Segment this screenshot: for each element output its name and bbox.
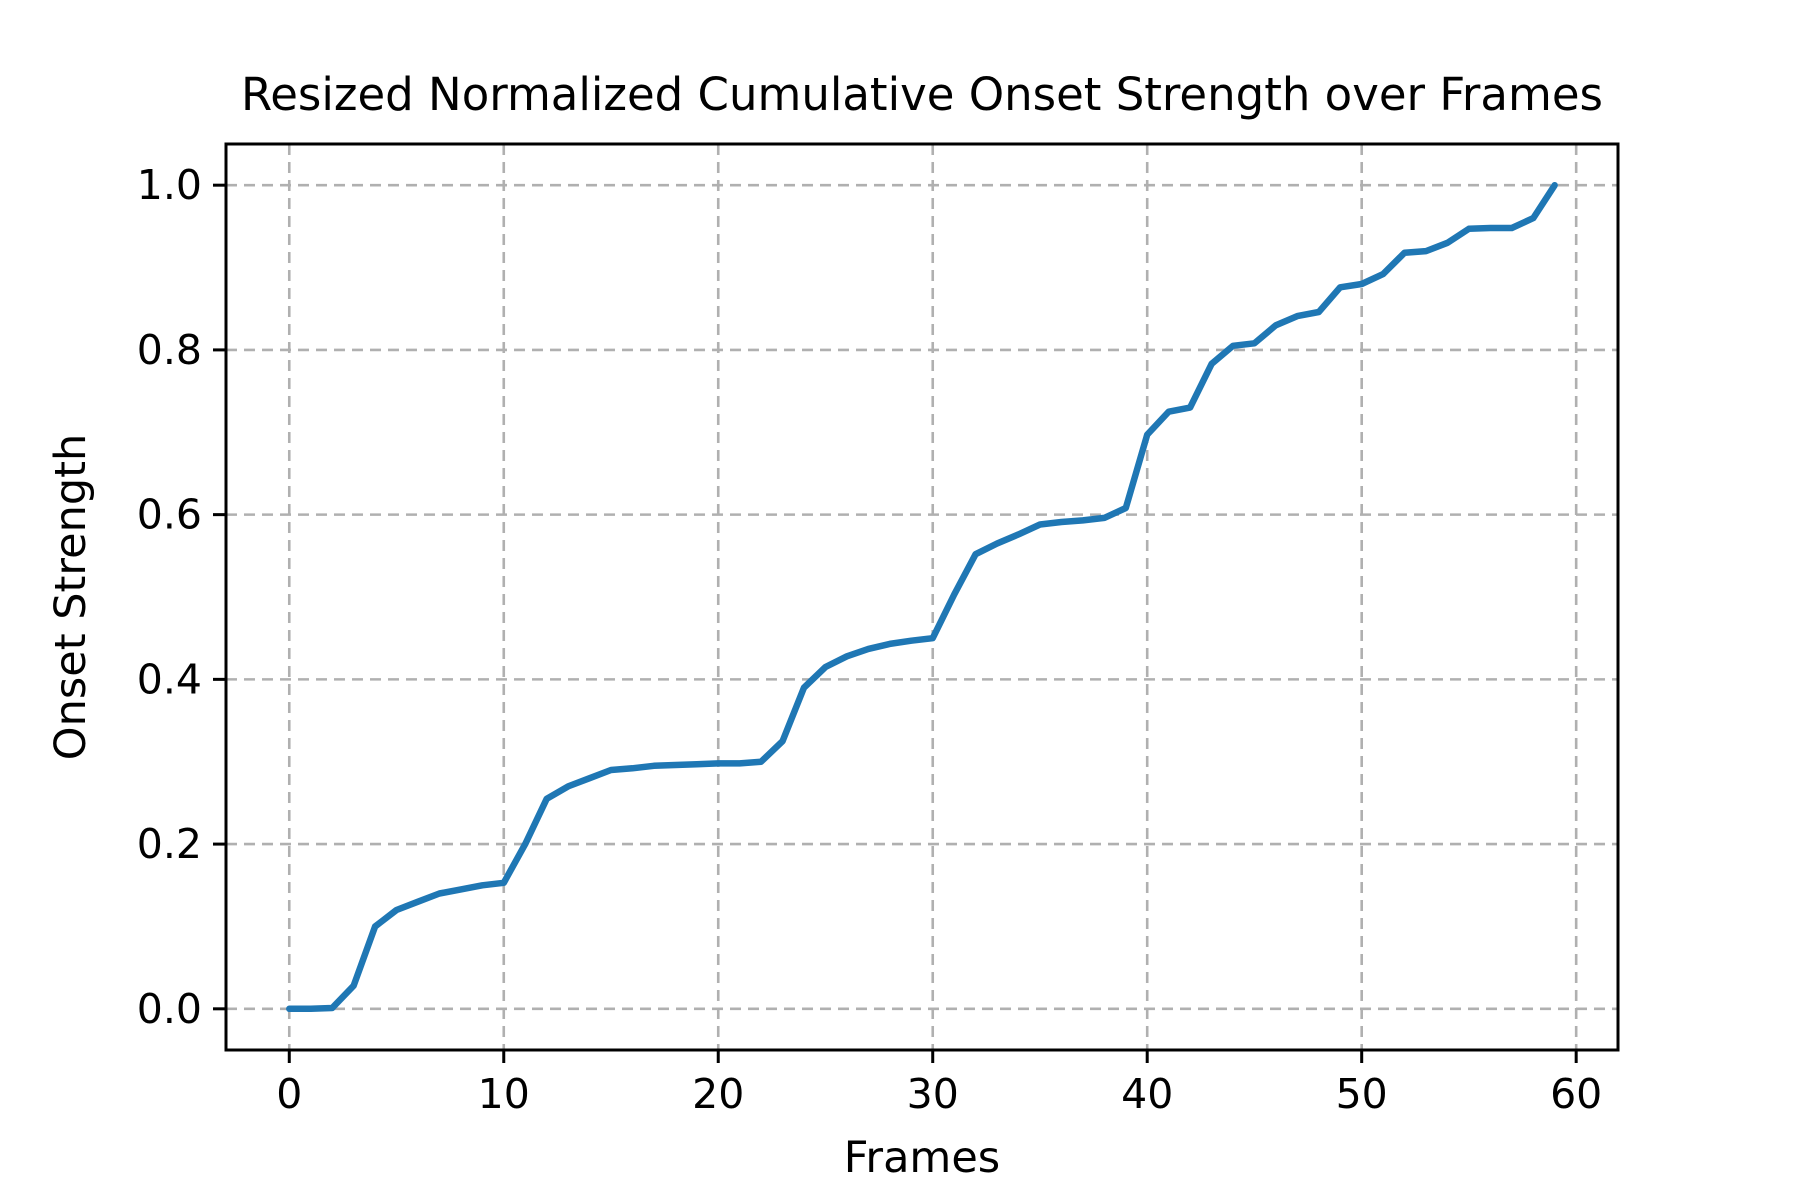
x-tick-label: 30 <box>907 1070 959 1118</box>
x-tick-label: 0 <box>276 1070 302 1118</box>
x-tick-label: 50 <box>1336 1070 1388 1118</box>
x-tick-label: 10 <box>478 1070 530 1118</box>
tick-layer: 0 10 20 30 40 50 60 0.0 0.2 0.4 0.6 0.8 1.0 <box>137 161 1602 1118</box>
y-tick-label: 0.4 <box>137 655 202 703</box>
y-tick-label: 1.0 <box>137 161 202 209</box>
y-tick-label: 0.8 <box>137 326 202 374</box>
x-axis-label: Frames <box>844 1133 1000 1183</box>
x-tick-label: 40 <box>1121 1070 1173 1118</box>
axes-spines <box>224 142 1620 1052</box>
series-layer <box>286 181 1558 1013</box>
x-tick-label: 60 <box>1550 1070 1602 1118</box>
onset-strength-line <box>286 181 1558 1013</box>
y-tick-label: 0.2 <box>137 820 202 868</box>
y-axis-label: Onset Strength <box>46 434 96 761</box>
x-tick-label: 20 <box>692 1070 744 1118</box>
grid-layer <box>226 144 1618 1050</box>
y-tick-label: 0.6 <box>137 491 202 539</box>
chart-title: Resized Normalized Cumulative Onset Stre… <box>241 68 1603 121</box>
y-tick-label: 0.0 <box>137 985 202 1033</box>
